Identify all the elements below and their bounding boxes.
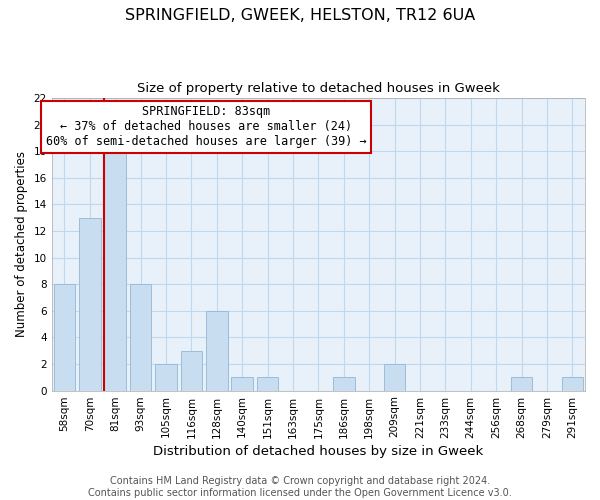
Bar — [53, 284, 75, 391]
Bar — [232, 378, 253, 390]
Bar — [511, 378, 532, 390]
Y-axis label: Number of detached properties: Number of detached properties — [15, 152, 28, 338]
Bar — [333, 378, 355, 390]
Text: Contains HM Land Registry data © Crown copyright and database right 2024.
Contai: Contains HM Land Registry data © Crown c… — [88, 476, 512, 498]
Bar — [181, 350, 202, 391]
Title: Size of property relative to detached houses in Gweek: Size of property relative to detached ho… — [137, 82, 500, 96]
Bar — [155, 364, 177, 390]
X-axis label: Distribution of detached houses by size in Gweek: Distribution of detached houses by size … — [153, 444, 484, 458]
Bar — [384, 364, 406, 390]
Bar — [257, 378, 278, 390]
Bar — [206, 311, 227, 390]
Bar — [130, 284, 151, 391]
Text: SPRINGFIELD, GWEEK, HELSTON, TR12 6UA: SPRINGFIELD, GWEEK, HELSTON, TR12 6UA — [125, 8, 475, 22]
Bar — [562, 378, 583, 390]
Bar — [79, 218, 101, 390]
Bar — [104, 151, 126, 390]
Text: SPRINGFIELD: 83sqm
← 37% of detached houses are smaller (24)
60% of semi-detache: SPRINGFIELD: 83sqm ← 37% of detached hou… — [46, 106, 367, 148]
